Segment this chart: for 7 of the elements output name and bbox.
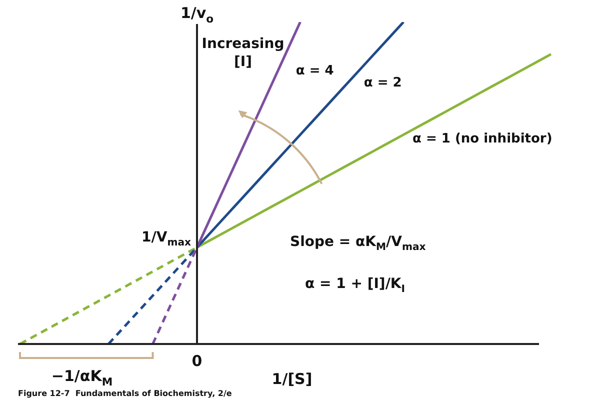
series-label: α = 4 bbox=[296, 64, 334, 79]
caption: Figure 12-7 Fundamentals of Biochemistry, 2/e bbox=[18, 389, 232, 398]
series-label: α = 2 bbox=[364, 75, 402, 90]
text: 0 bbox=[192, 352, 202, 370]
annotation: Increasing [I] bbox=[202, 36, 284, 70]
series-label: α = 1 (no inhibitor) bbox=[412, 132, 552, 146]
x-axis-title: 1/[S] bbox=[272, 370, 312, 388]
